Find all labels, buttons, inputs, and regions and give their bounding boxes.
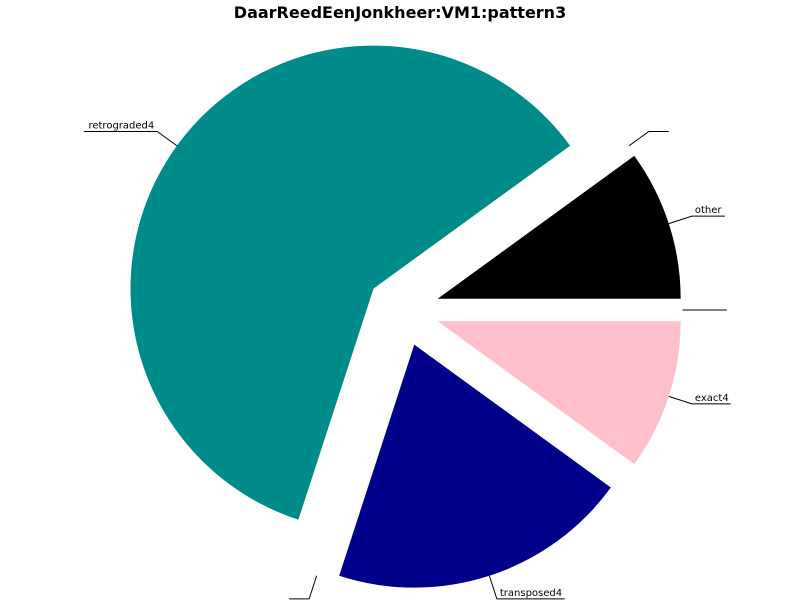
leader-line-transposed4 <box>488 575 565 600</box>
leader-line-empty-1 <box>628 130 669 147</box>
pie-slice-retrograded4 <box>130 45 571 520</box>
chart-title: DaarReedEenJonkheer:VM1:pattern3 <box>234 3 566 22</box>
slice-label-other: other <box>695 205 723 216</box>
leader-line-retrograded4 <box>83 130 178 147</box>
pie-slice-exact4 <box>437 321 681 465</box>
leader-line-exact4 <box>668 395 731 405</box>
leader-line-empty-3 <box>289 575 318 600</box>
pie-slice-other <box>437 155 681 299</box>
slice-label-transposed4: transposed4 <box>500 588 562 599</box>
slice-label-exact4: exact4 <box>695 393 729 404</box>
pie-slices <box>130 45 681 588</box>
pie-labels: other retrograded4 transposed4 exact4 <box>83 120 731 600</box>
leader-line-other <box>668 215 725 225</box>
slice-label-retrograded4: retrograded4 <box>88 120 154 131</box>
pie-slice-transposed4 <box>339 344 611 588</box>
